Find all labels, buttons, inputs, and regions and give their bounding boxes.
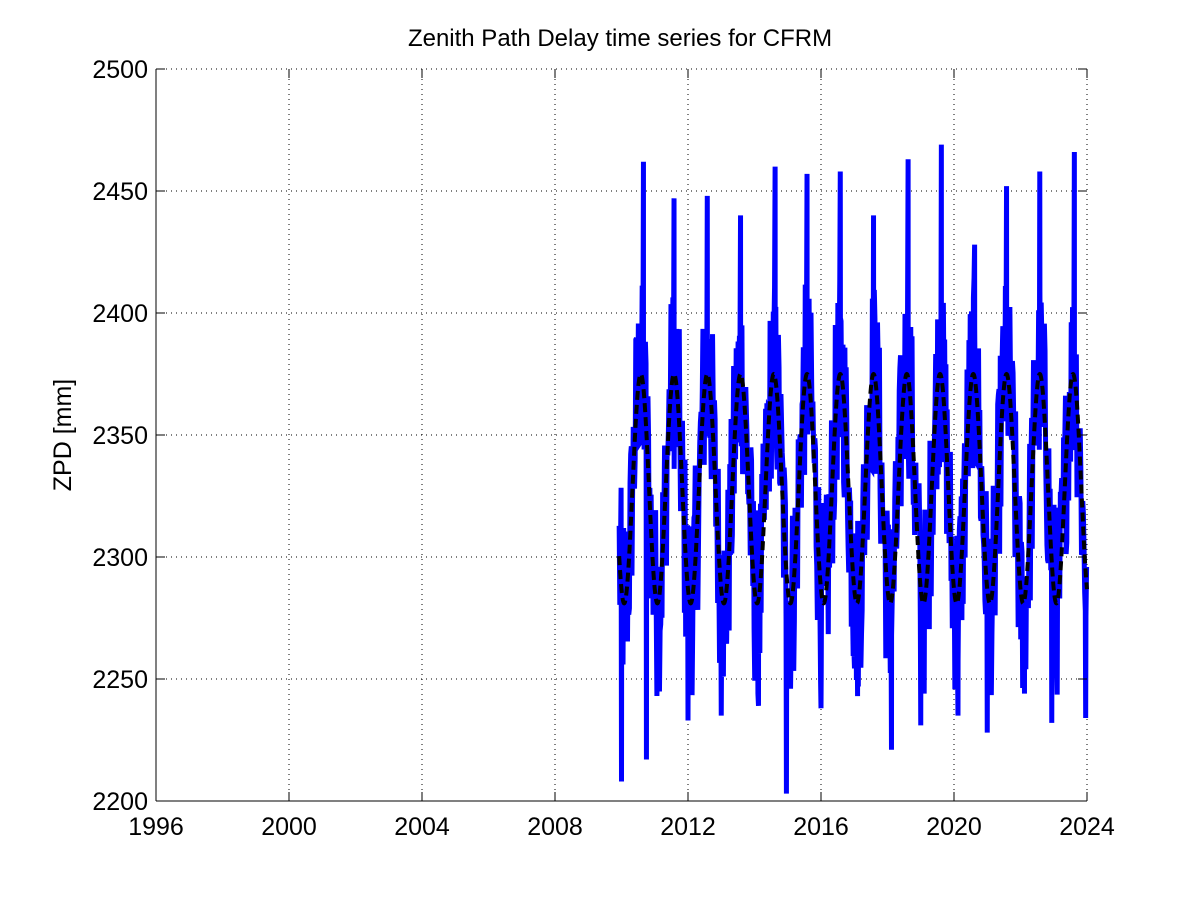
y-tick-label: 2400 (92, 300, 148, 328)
plot-area (616, 144, 1090, 794)
x-tick-label: 2012 (660, 813, 716, 841)
axes (155, 68, 1088, 802)
y-axis-label: ZPD [mm] (49, 379, 77, 492)
chart-title: Zenith Path Delay time series for CFRM (408, 25, 832, 52)
x-tick-label: 2024 (1059, 813, 1115, 841)
y-tick-label: 2300 (92, 544, 148, 572)
x-tick-label: 2008 (527, 813, 583, 841)
y-tick-label: 2450 (92, 178, 148, 206)
y-tick-label: 2250 (92, 666, 148, 694)
tick-labels: 1996 2000 2004 2008 2012 2016 2020 2024 2200 2250… (92, 56, 1115, 841)
x-tick-label: 2016 (793, 813, 849, 841)
y-tick-label: 2350 (92, 422, 148, 450)
x-tick-label: 1996 (128, 813, 184, 841)
x-tick-label: 2020 (926, 813, 982, 841)
y-tick-label: 2200 (92, 788, 148, 816)
x-tick-label: 2000 (261, 813, 317, 841)
x-tick-label: 2004 (394, 813, 450, 841)
y-tick-label: 2500 (92, 56, 148, 84)
model-series-line (617, 371, 1089, 606)
